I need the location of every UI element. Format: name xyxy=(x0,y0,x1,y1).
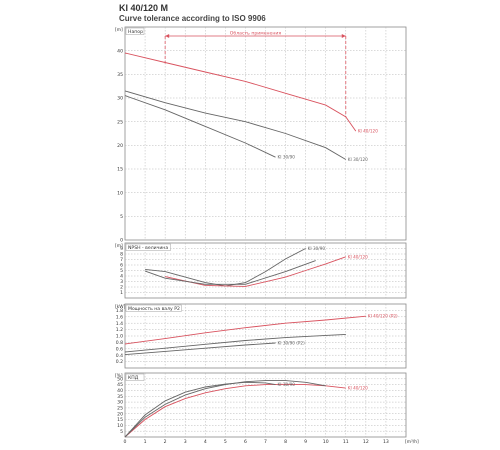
npsh-y-tick-label: 8 xyxy=(120,252,123,258)
head-y-tick-label: 0 xyxy=(120,238,123,244)
head-y-tick-label: 35 xyxy=(117,72,123,78)
head-series-label: KI 40/120 xyxy=(358,129,378,134)
npsh-y-tick-label: 3 xyxy=(120,279,123,285)
head-title-box xyxy=(125,27,145,35)
x-tick-label: 12 xyxy=(363,439,369,445)
head-series-ki-30-120 xyxy=(124,90,347,160)
efficiency-y-tick-label: 45 xyxy=(117,382,123,388)
npsh-y-tick-label: 7 xyxy=(120,257,123,263)
npsh-y-unit: [m] xyxy=(115,243,123,249)
npsh-y-tick-label: 1 xyxy=(120,290,123,296)
x-tick-label: 7 xyxy=(264,439,267,445)
npsh-series-label: KI 30/90 xyxy=(308,246,326,251)
x-tick-label: 10 xyxy=(323,439,329,445)
head-panel-title: Напор xyxy=(128,29,143,35)
efficiency-series-label: KI 30/90 xyxy=(278,382,296,387)
npsh-y-tick-label: 9 xyxy=(120,246,123,252)
page-subtitle: Curve tolerance according to ISO 9906 xyxy=(119,14,266,23)
range-arrow-right xyxy=(341,34,346,38)
power-series-ki-40-120-p2- xyxy=(124,315,366,345)
head-series-ki-40-120 xyxy=(124,52,357,132)
range-arrow-left xyxy=(165,34,170,38)
range-label: Область применения xyxy=(230,31,282,37)
head-series-label: KI 30/90 xyxy=(278,155,296,160)
efficiency-y-tick-label: 50 xyxy=(117,376,123,382)
npsh-y-tick-label: 2 xyxy=(120,285,123,291)
efficiency-y-unit: [%] xyxy=(115,373,123,379)
efficiency-y-tick-label: 20 xyxy=(117,411,123,417)
power-y-tick-label: 1.6 xyxy=(116,314,123,320)
npsh-panel-title: NPSH - величина xyxy=(128,245,168,251)
npsh-y-tick-label: 6 xyxy=(120,263,123,269)
power-y-unit: [kW] xyxy=(115,304,126,310)
npsh-title-box xyxy=(125,243,171,251)
efficiency-panel-title: КПД xyxy=(128,375,139,381)
efficiency-series-label: KI 40/120 xyxy=(348,386,368,391)
x-tick-label: 5 xyxy=(224,439,227,445)
power-panel-title: Мощность на валу P2 xyxy=(128,306,180,312)
efficiency-plot-frame xyxy=(124,372,407,438)
efficiency-y-tick-label: 25 xyxy=(117,406,123,412)
head-y-tick-label: 15 xyxy=(117,167,123,173)
npsh-series-label: KI 40/120 xyxy=(348,254,368,259)
efficiency-y-tick-label: 40 xyxy=(117,388,123,394)
power-series-label: KI 30/90 (P2) xyxy=(278,341,306,346)
efficiency-y-tick-label: 10 xyxy=(117,423,123,429)
efficiency-title-box xyxy=(125,373,145,381)
power-y-tick-label: 1.2 xyxy=(116,327,123,333)
power-series-label: KI 40/120 (P2) xyxy=(368,314,398,319)
head-y-tick-label: 10 xyxy=(117,190,123,196)
power-y-tick-label: 0.4 xyxy=(116,353,123,359)
power-y-tick-label: 1.4 xyxy=(116,321,123,327)
power-title-box xyxy=(125,304,182,312)
efficiency-series-ki-30-90 xyxy=(124,381,276,438)
power-y-tick-label: 0.2 xyxy=(116,359,123,365)
x-tick-label: 0 xyxy=(124,439,127,445)
power-y-tick-label: 0.8 xyxy=(116,340,123,346)
npsh-y-tick-label: 5 xyxy=(120,268,123,274)
head-y-tick-label: 40 xyxy=(117,48,123,54)
power-y-tick-label: 1.8 xyxy=(116,308,123,314)
power-y-tick-label: 0.6 xyxy=(116,346,123,352)
efficiency-series-unlabeled-2 xyxy=(124,380,326,438)
head-series-ki-30-90 xyxy=(124,95,276,158)
x-tick-label: 13 xyxy=(383,439,389,445)
efficiency-y-tick-label: 30 xyxy=(117,400,123,406)
page-title: KI 40/120 M xyxy=(119,3,169,13)
power-series-unlabeled-2 xyxy=(124,333,346,353)
x-tick-label: 11 xyxy=(343,439,349,445)
npsh-series-unlabeled-2 xyxy=(144,260,316,285)
head-y-tick-label: 5 xyxy=(120,214,123,220)
efficiency-y-tick-label: 35 xyxy=(117,394,123,400)
head-series-label: KI 30/120 xyxy=(348,157,368,162)
x-tick-label: 9 xyxy=(304,439,307,445)
efficiency-y-tick-label: 15 xyxy=(117,417,123,423)
x-unit: [m³/h] xyxy=(405,439,419,445)
head-y-unit: [m] xyxy=(115,27,123,33)
x-tick-label: 3 xyxy=(184,439,187,445)
x-tick-label: 6 xyxy=(244,439,247,445)
head-y-tick-label: 30 xyxy=(117,96,123,102)
x-tick-label: 8 xyxy=(284,439,287,445)
power-series-ki-30-90-p2- xyxy=(124,342,276,356)
x-tick-label: 4 xyxy=(204,439,207,445)
head-y-tick-label: 25 xyxy=(117,119,123,125)
npsh-series-ki-40-120 xyxy=(165,256,346,287)
x-tick-label: 1 xyxy=(144,439,147,445)
x-tick-label: 2 xyxy=(164,439,167,445)
head-y-tick-label: 20 xyxy=(117,143,123,149)
efficiency-y-tick-label: 5 xyxy=(120,429,123,435)
power-y-tick-label: 1.0 xyxy=(116,334,123,340)
npsh-y-tick-label: 4 xyxy=(120,274,123,280)
efficiency-series-ki-40-120 xyxy=(124,383,346,438)
